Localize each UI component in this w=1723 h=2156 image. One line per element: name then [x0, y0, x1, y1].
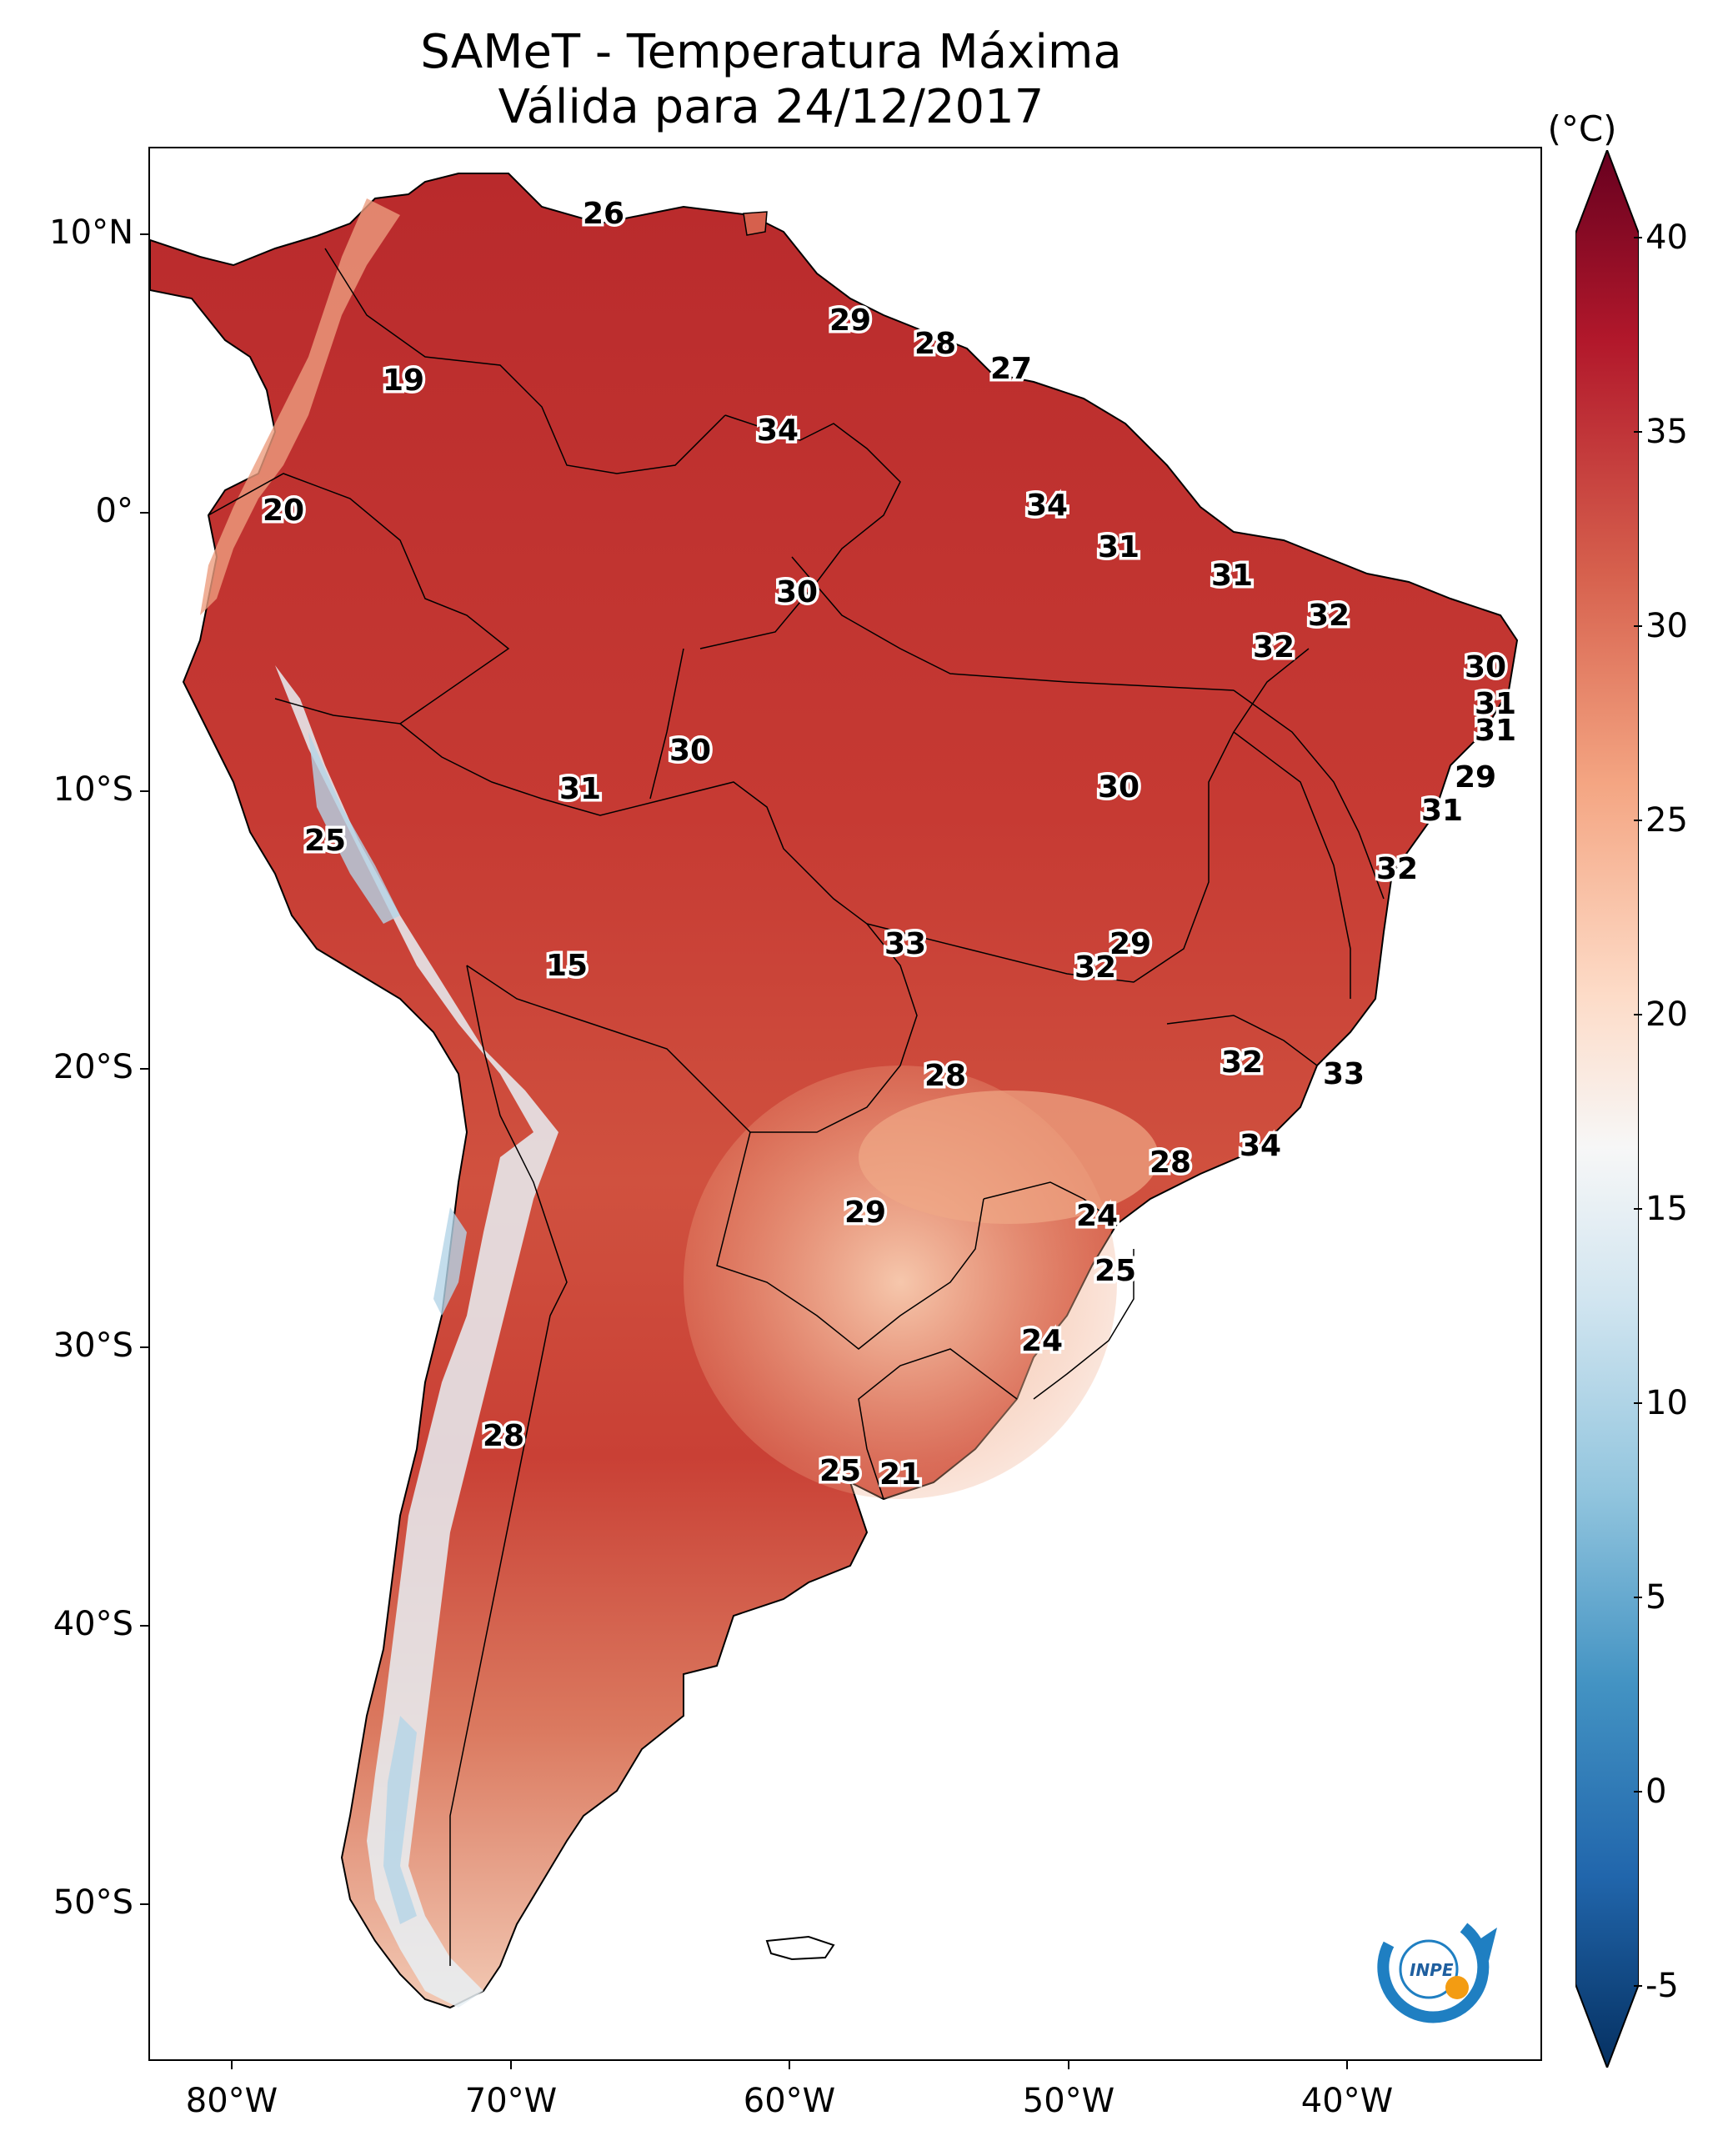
- lon-tick: [789, 2061, 790, 2069]
- parana-zone: [859, 1091, 1159, 1224]
- isotherm-label: 33: [1323, 1057, 1365, 1091]
- isotherm-labels: 26 29 28 27 19 34 20 34 31 30 31 32 32 3…: [259, 194, 1519, 1495]
- isotherm-label: 30: [776, 575, 818, 609]
- isotherm-label: 25: [1094, 1254, 1136, 1288]
- isotherm-label: 20: [263, 494, 304, 528]
- lon-tick-label: 40°W: [1300, 2082, 1394, 2120]
- lon-tick-label: 80°W: [185, 2082, 278, 2120]
- isotherm-label: 33: [884, 927, 926, 961]
- map-title: SAMeT - Temperatura Máxima: [420, 25, 1122, 79]
- isotherm-label: 29: [844, 1196, 886, 1230]
- colorbar-tick: [1634, 1791, 1642, 1792]
- colorbar-tick-label: 5: [1645, 1578, 1667, 1617]
- colorbar-tick: [1634, 1597, 1642, 1598]
- lat-tick: [140, 1068, 148, 1070]
- isotherm-label: 21: [879, 1457, 921, 1492]
- isotherm-label: 15: [546, 949, 588, 983]
- lon-tick: [1068, 2061, 1069, 2069]
- isotherm-label: 31: [1098, 530, 1139, 564]
- isotherm-label: 28: [1150, 1146, 1191, 1180]
- isotherm-label: 28: [483, 1419, 524, 1453]
- lon-tick-label: 60°W: [743, 2082, 836, 2120]
- isotherm-label: 31: [1421, 794, 1463, 828]
- isotherm-label: 32: [1376, 852, 1418, 886]
- colorbar-tick: [1634, 820, 1642, 821]
- lat-tick-label: 10°N: [49, 213, 133, 252]
- colorbar-gradient: [1575, 150, 1639, 2068]
- isotherm-label: 32: [1253, 630, 1295, 664]
- isotherm-label: 25: [304, 824, 346, 858]
- isotherm-label: 29: [829, 303, 871, 338]
- trinidad-island: [743, 211, 768, 236]
- falkland-islands: [765, 1935, 835, 1961]
- lat-tick-label: 40°S: [53, 1605, 133, 1643]
- lat-tick: [140, 1346, 148, 1348]
- isotherm-label: 30: [1098, 770, 1139, 805]
- isotherm-label: 27: [990, 352, 1032, 386]
- isotherm-label: 24: [1021, 1324, 1063, 1358]
- isotherm-label: 31: [1475, 714, 1516, 748]
- inpe-logo-text: INPE: [1410, 1960, 1454, 1980]
- colorbar-unit: (°C): [1547, 108, 1617, 149]
- isotherm-label: 34: [757, 414, 799, 448]
- colorbar-tick-label: 30: [1645, 607, 1688, 645]
- colorbar-tick: [1634, 1402, 1642, 1404]
- colorbar-tick-label: 15: [1645, 1190, 1688, 1228]
- colorbar-tick: [1634, 237, 1642, 238]
- isotherm-label: 32: [1308, 599, 1350, 633]
- lat-tick-label: 0°: [95, 492, 133, 530]
- map-subtitle: Válida para 24/12/2017: [498, 80, 1044, 134]
- andes-cold-band: [275, 665, 558, 2008]
- colorbar-tick: [1634, 1014, 1642, 1015]
- lon-tick: [510, 2061, 512, 2069]
- isotherm-label: 29: [1455, 760, 1496, 795]
- colorbar-tick: [1634, 1208, 1642, 1210]
- isotherm-label: 26: [583, 197, 624, 231]
- colorbar: [1575, 150, 1639, 2068]
- isotherm-label: 25: [819, 1454, 861, 1488]
- isotherm-label: 24: [1076, 1199, 1118, 1233]
- lat-tick: [140, 1625, 148, 1627]
- country-borders: [208, 248, 1385, 1966]
- isotherm-label: 31: [559, 772, 601, 806]
- colorbar-tick-label: 0: [1645, 1772, 1667, 1811]
- lon-tick: [231, 2061, 233, 2069]
- inpe-logo: INPE: [1364, 1911, 1505, 2028]
- lon-tick: [1346, 2061, 1348, 2069]
- lat-tick-label: 10°S: [53, 770, 133, 809]
- colorbar-tick-label: 20: [1645, 995, 1688, 1034]
- lat-tick-label: 50°S: [53, 1883, 133, 1922]
- colorbar-tick: [1634, 625, 1642, 627]
- isotherm-label: 31: [1475, 687, 1516, 721]
- isotherm-label: 32: [1074, 950, 1116, 985]
- north-andes-cool-band: [200, 198, 400, 615]
- isotherm-label: 19: [383, 364, 424, 398]
- colorbar-tick-label: 35: [1645, 413, 1688, 451]
- colorbar-tick: [1634, 1985, 1642, 1987]
- isotherm-label: 29: [1109, 927, 1151, 961]
- isotherm-label: 32: [1221, 1045, 1263, 1080]
- lon-tick-label: 50°W: [1022, 2082, 1115, 2120]
- isotherm-label: 34: [1240, 1129, 1281, 1163]
- lon-tick-label: 70°W: [464, 2082, 558, 2120]
- colorbar-tick-label: -5: [1645, 1967, 1679, 2005]
- lat-tick: [140, 1903, 148, 1905]
- isotherm-label: 28: [924, 1059, 966, 1093]
- lat-tick: [140, 790, 148, 792]
- isotherm-label: 30: [1465, 650, 1506, 684]
- isotherm-label: 30: [669, 734, 711, 768]
- lat-tick-label: 30°S: [53, 1326, 133, 1365]
- colorbar-tick-label: 25: [1645, 801, 1688, 840]
- isotherm-label: 31: [1211, 559, 1253, 593]
- lat-tick-label: 20°S: [53, 1048, 133, 1086]
- isotherm-label: 28: [914, 327, 956, 361]
- colorbar-tick-label: 10: [1645, 1384, 1688, 1422]
- lat-tick: [140, 512, 148, 514]
- colorbar-tick-label: 40: [1645, 218, 1688, 257]
- temperature-map: 26 29 28 27 19 34 20 34 31 30 31 32 32 3…: [150, 173, 1520, 2009]
- map-panel: 26 29 28 27 19 34 20 34 31 30 31 32 32 3…: [148, 147, 1542, 2061]
- lat-tick: [140, 233, 148, 235]
- colorbar-tick: [1634, 431, 1642, 433]
- isotherm-label: 34: [1026, 489, 1068, 523]
